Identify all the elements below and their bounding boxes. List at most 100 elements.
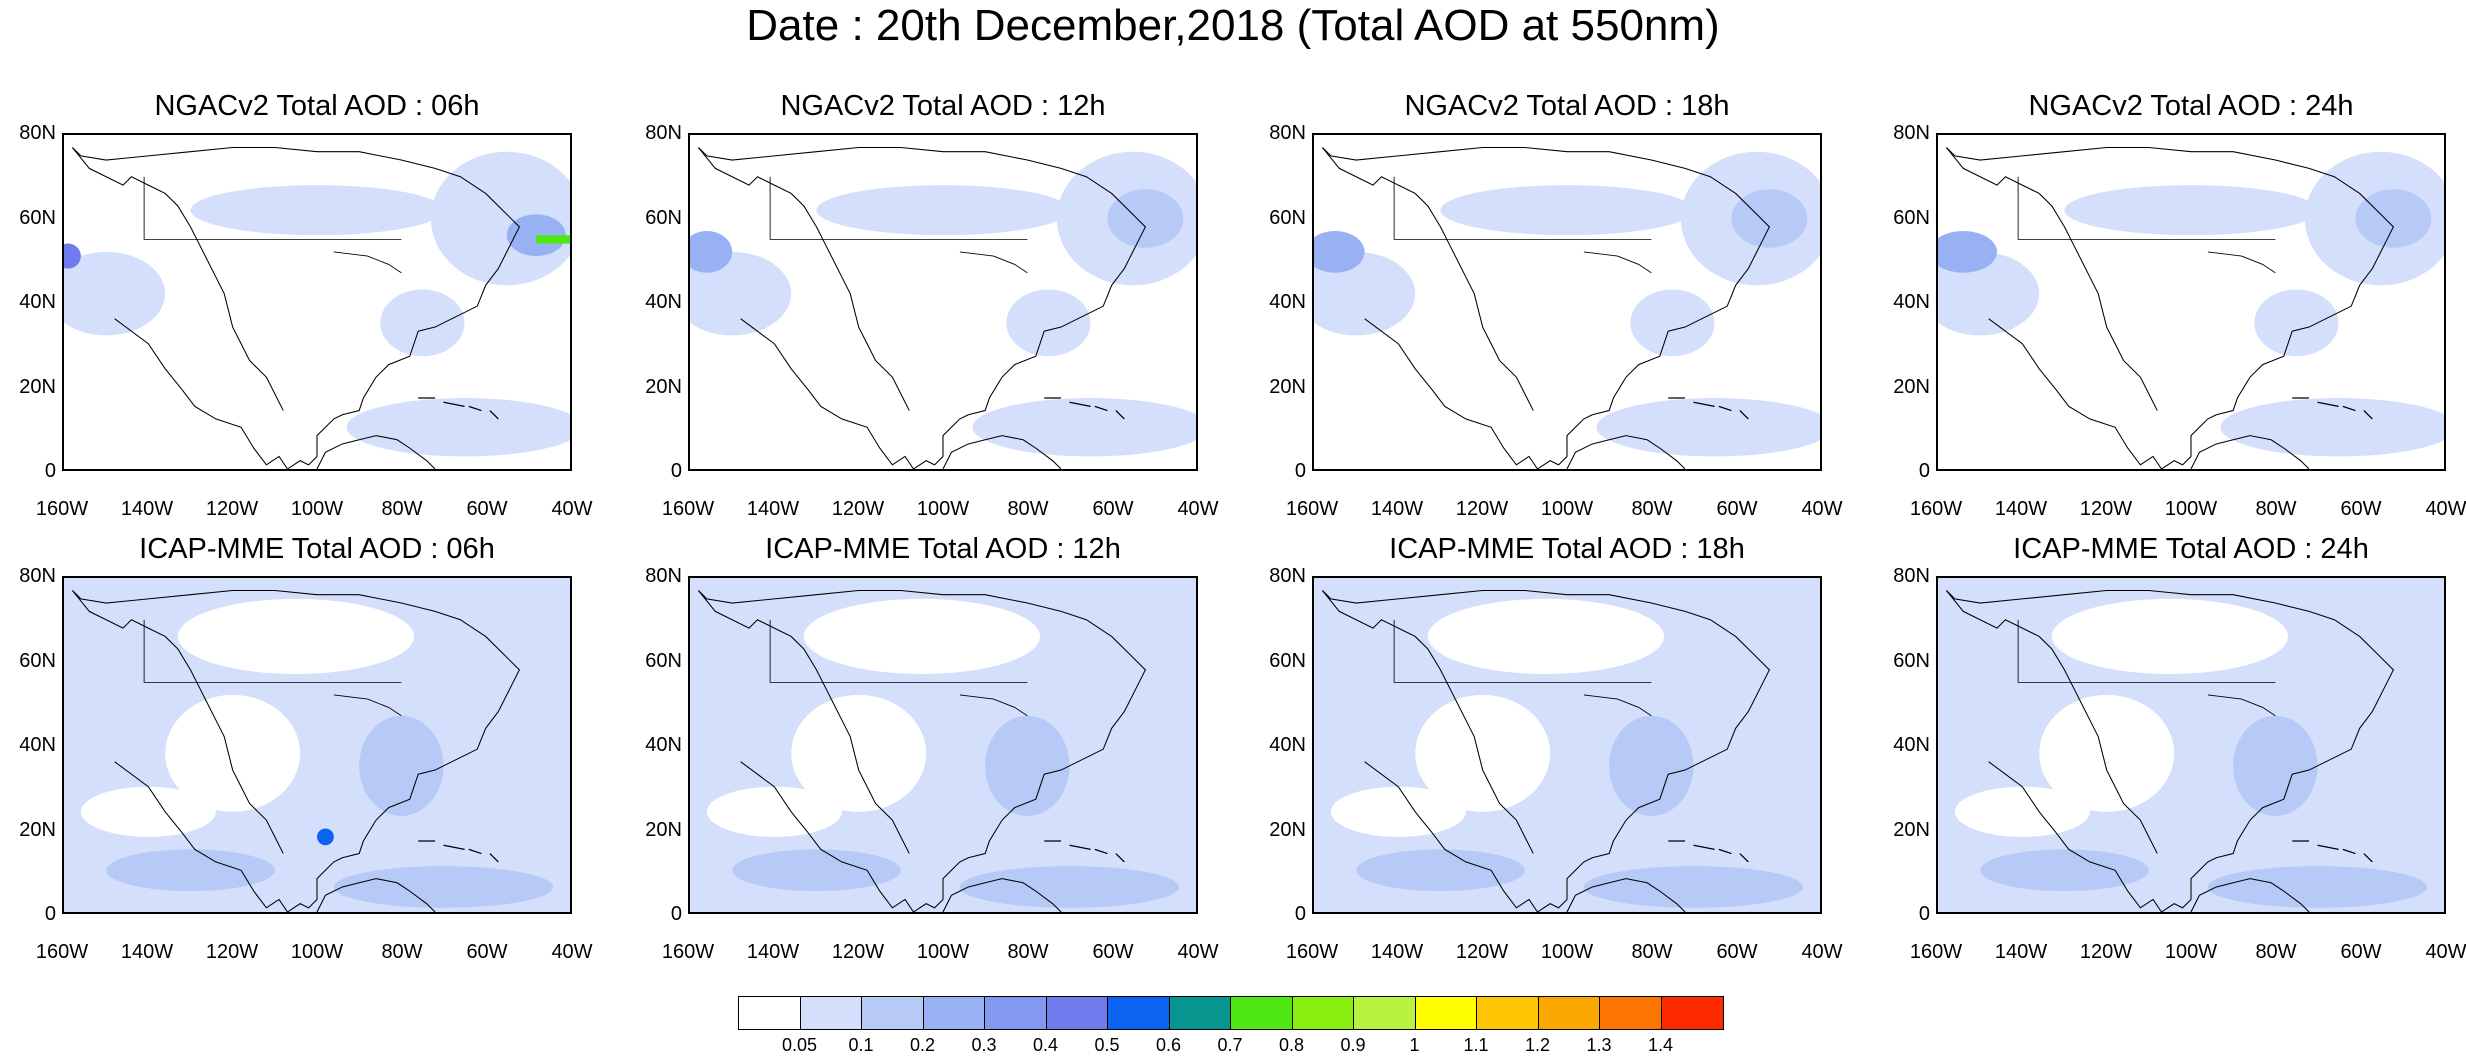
map-panel-ngac-06 [62,133,572,471]
colorbar-swatch [1600,997,1662,1029]
lon-label: 80W [381,498,423,520]
lon-label: 120W [205,498,259,520]
lon-label: 140W [746,498,800,520]
lon-label: 140W [120,498,174,520]
aod-map-ngac-24 [1938,135,2444,469]
lat-label: 40N [645,734,682,756]
lon-label: 120W [831,498,885,520]
colorbar-swatch [739,997,801,1029]
map-panel-ngac-12 [688,133,1198,471]
panel-title-icap-18: ICAP-MME Total AOD : 18h [1389,533,1745,565]
lon-label: 140W [1994,941,2048,963]
colorbar-label: 0.3 [971,1035,997,1055]
lat-label: 60N [645,206,682,229]
lon-label: 140W [120,941,174,963]
panel-title-ngac-18: NGACv2 Total AOD : 18h [1404,90,1730,122]
lon-label: 160W [35,498,89,520]
lat-label: 0 [670,903,682,925]
panel-title-ngac-24: NGACv2 Total AOD : 24h [2028,90,2354,122]
lon-label: 60W [1092,941,1134,963]
colorbar-label: 0.4 [1032,1035,1059,1055]
lon-label: 160W [35,941,89,963]
lat-label: 0 [1294,903,1306,925]
map-panel-icap-06 [62,576,572,914]
colorbar-label: 0.7 [1217,1035,1243,1055]
lat-label: 40N [1893,291,1930,313]
lon-label: 80W [1007,941,1049,963]
lat-label: 80N [1269,122,1306,144]
map-panel-ngac-18 [1312,133,1822,471]
lon-label: 100W [290,941,344,963]
lat-label: 20N [1893,818,1930,841]
lon-label: 160W [1909,941,1963,963]
lat-label: 20N [645,375,682,398]
aod-colorbar [738,996,1724,1030]
aod-map-icap-18 [1314,578,1820,912]
lat-label: 80N [1269,565,1306,587]
lon-label: 80W [1631,498,1673,520]
map-panel-icap-12 [688,576,1198,914]
lon-label: 100W [1540,498,1594,520]
colorbar-label: 0.05 [781,1035,818,1055]
lon-label: 160W [1285,498,1339,520]
lat-label: 80N [645,122,682,144]
lon-label: 40W [1177,498,1219,520]
lon-label: 100W [916,498,970,520]
lat-label: 60N [645,649,682,672]
lat-label: 0 [1294,460,1306,482]
lat-label: 0 [1918,460,1930,482]
colorbar-swatch [1231,997,1293,1029]
lon-label: 40W [1177,941,1219,963]
panel-title-ngac-12: NGACv2 Total AOD : 12h [780,90,1106,122]
lat-label: 80N [1893,122,1930,144]
lat-label: 60N [19,206,56,229]
lat-label: 20N [19,375,56,398]
lon-label: 100W [2164,498,2218,520]
lon-label: 60W [466,498,508,520]
colorbar-swatch [1538,997,1600,1029]
colorbar-label: 0.9 [1340,1035,1366,1055]
lat-label: 40N [19,291,56,313]
lon-label: 60W [1716,498,1758,520]
lat-label: 20N [1893,375,1930,398]
lon-label: 40W [1801,498,1843,520]
lon-label: 40W [1801,941,1843,963]
colorbar-swatch [1661,997,1723,1029]
lon-label: 120W [831,941,885,963]
aod-map-ngac-06 [64,135,570,469]
colorbar-label: 1.3 [1586,1035,1612,1055]
map-panel-ngac-24 [1936,133,2446,471]
colorbar-label: 1.4 [1647,1035,1674,1055]
lat-label: 40N [19,734,56,756]
lat-label: 20N [1269,375,1306,398]
panel-title-icap-06: ICAP-MME Total AOD : 06h [139,533,495,565]
lat-label: 0 [670,460,682,482]
lat-label: 40N [1269,291,1306,313]
lon-label: 80W [2255,498,2297,520]
lat-label: 0 [44,903,56,925]
colorbar-swatch [985,997,1047,1029]
colorbar-swatch [1477,997,1539,1029]
map-panel-icap-24 [1936,576,2446,914]
lat-label: 60N [1269,206,1306,229]
colorbar-label: 1.2 [1524,1035,1551,1055]
lat-label: 0 [44,460,56,482]
lat-label: 60N [1269,649,1306,672]
lat-label: 20N [645,818,682,841]
lon-label: 120W [2079,498,2133,520]
lon-label: 40W [551,941,593,963]
lat-label: 40N [1269,734,1306,756]
lon-label: 100W [916,941,970,963]
lon-label: 160W [1909,498,1963,520]
map-panel-icap-18 [1312,576,1822,914]
panel-title-icap-24: ICAP-MME Total AOD : 24h [2013,533,2369,565]
colorbar-swatch [1292,997,1354,1029]
aod-map-ngac-18 [1314,135,1820,469]
colorbar-swatch [1354,997,1416,1029]
lon-label: 40W [2425,498,2466,520]
lon-label: 100W [2164,941,2218,963]
colorbar-label: 0.6 [1155,1035,1182,1055]
colorbar-label: 0.5 [1094,1035,1120,1055]
colorbar-label: 0.1 [848,1035,874,1055]
lat-label: 20N [19,818,56,841]
